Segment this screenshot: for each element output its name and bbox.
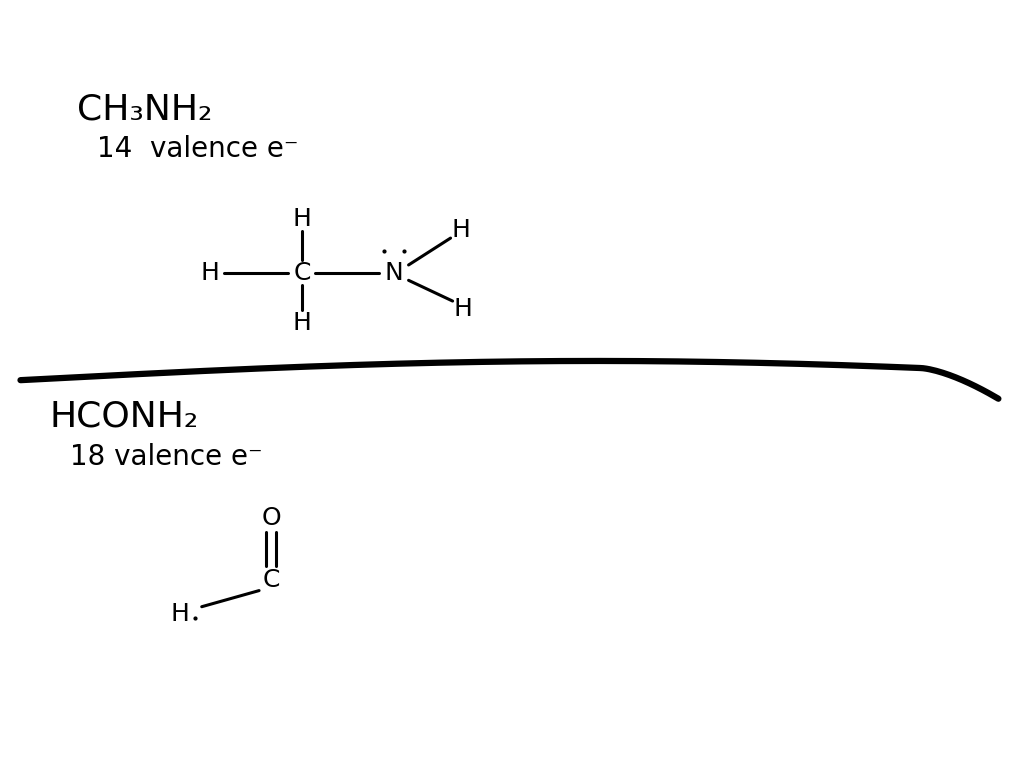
Text: C: C (294, 260, 310, 285)
Text: O: O (261, 506, 282, 531)
Text: C: C (263, 568, 280, 592)
Text: N: N (385, 260, 403, 285)
Text: H: H (171, 602, 189, 627)
Text: 18 valence e⁻: 18 valence e⁻ (70, 442, 262, 471)
Text: H: H (454, 296, 472, 321)
Text: 14  valence e⁻: 14 valence e⁻ (97, 135, 299, 164)
Text: H: H (293, 310, 311, 335)
Text: CH₃NH₂: CH₃NH₂ (77, 92, 212, 126)
Text: H: H (452, 218, 470, 243)
Text: H: H (201, 260, 219, 285)
Text: H: H (293, 207, 311, 231)
Text: HCONH₂: HCONH₂ (49, 399, 199, 433)
